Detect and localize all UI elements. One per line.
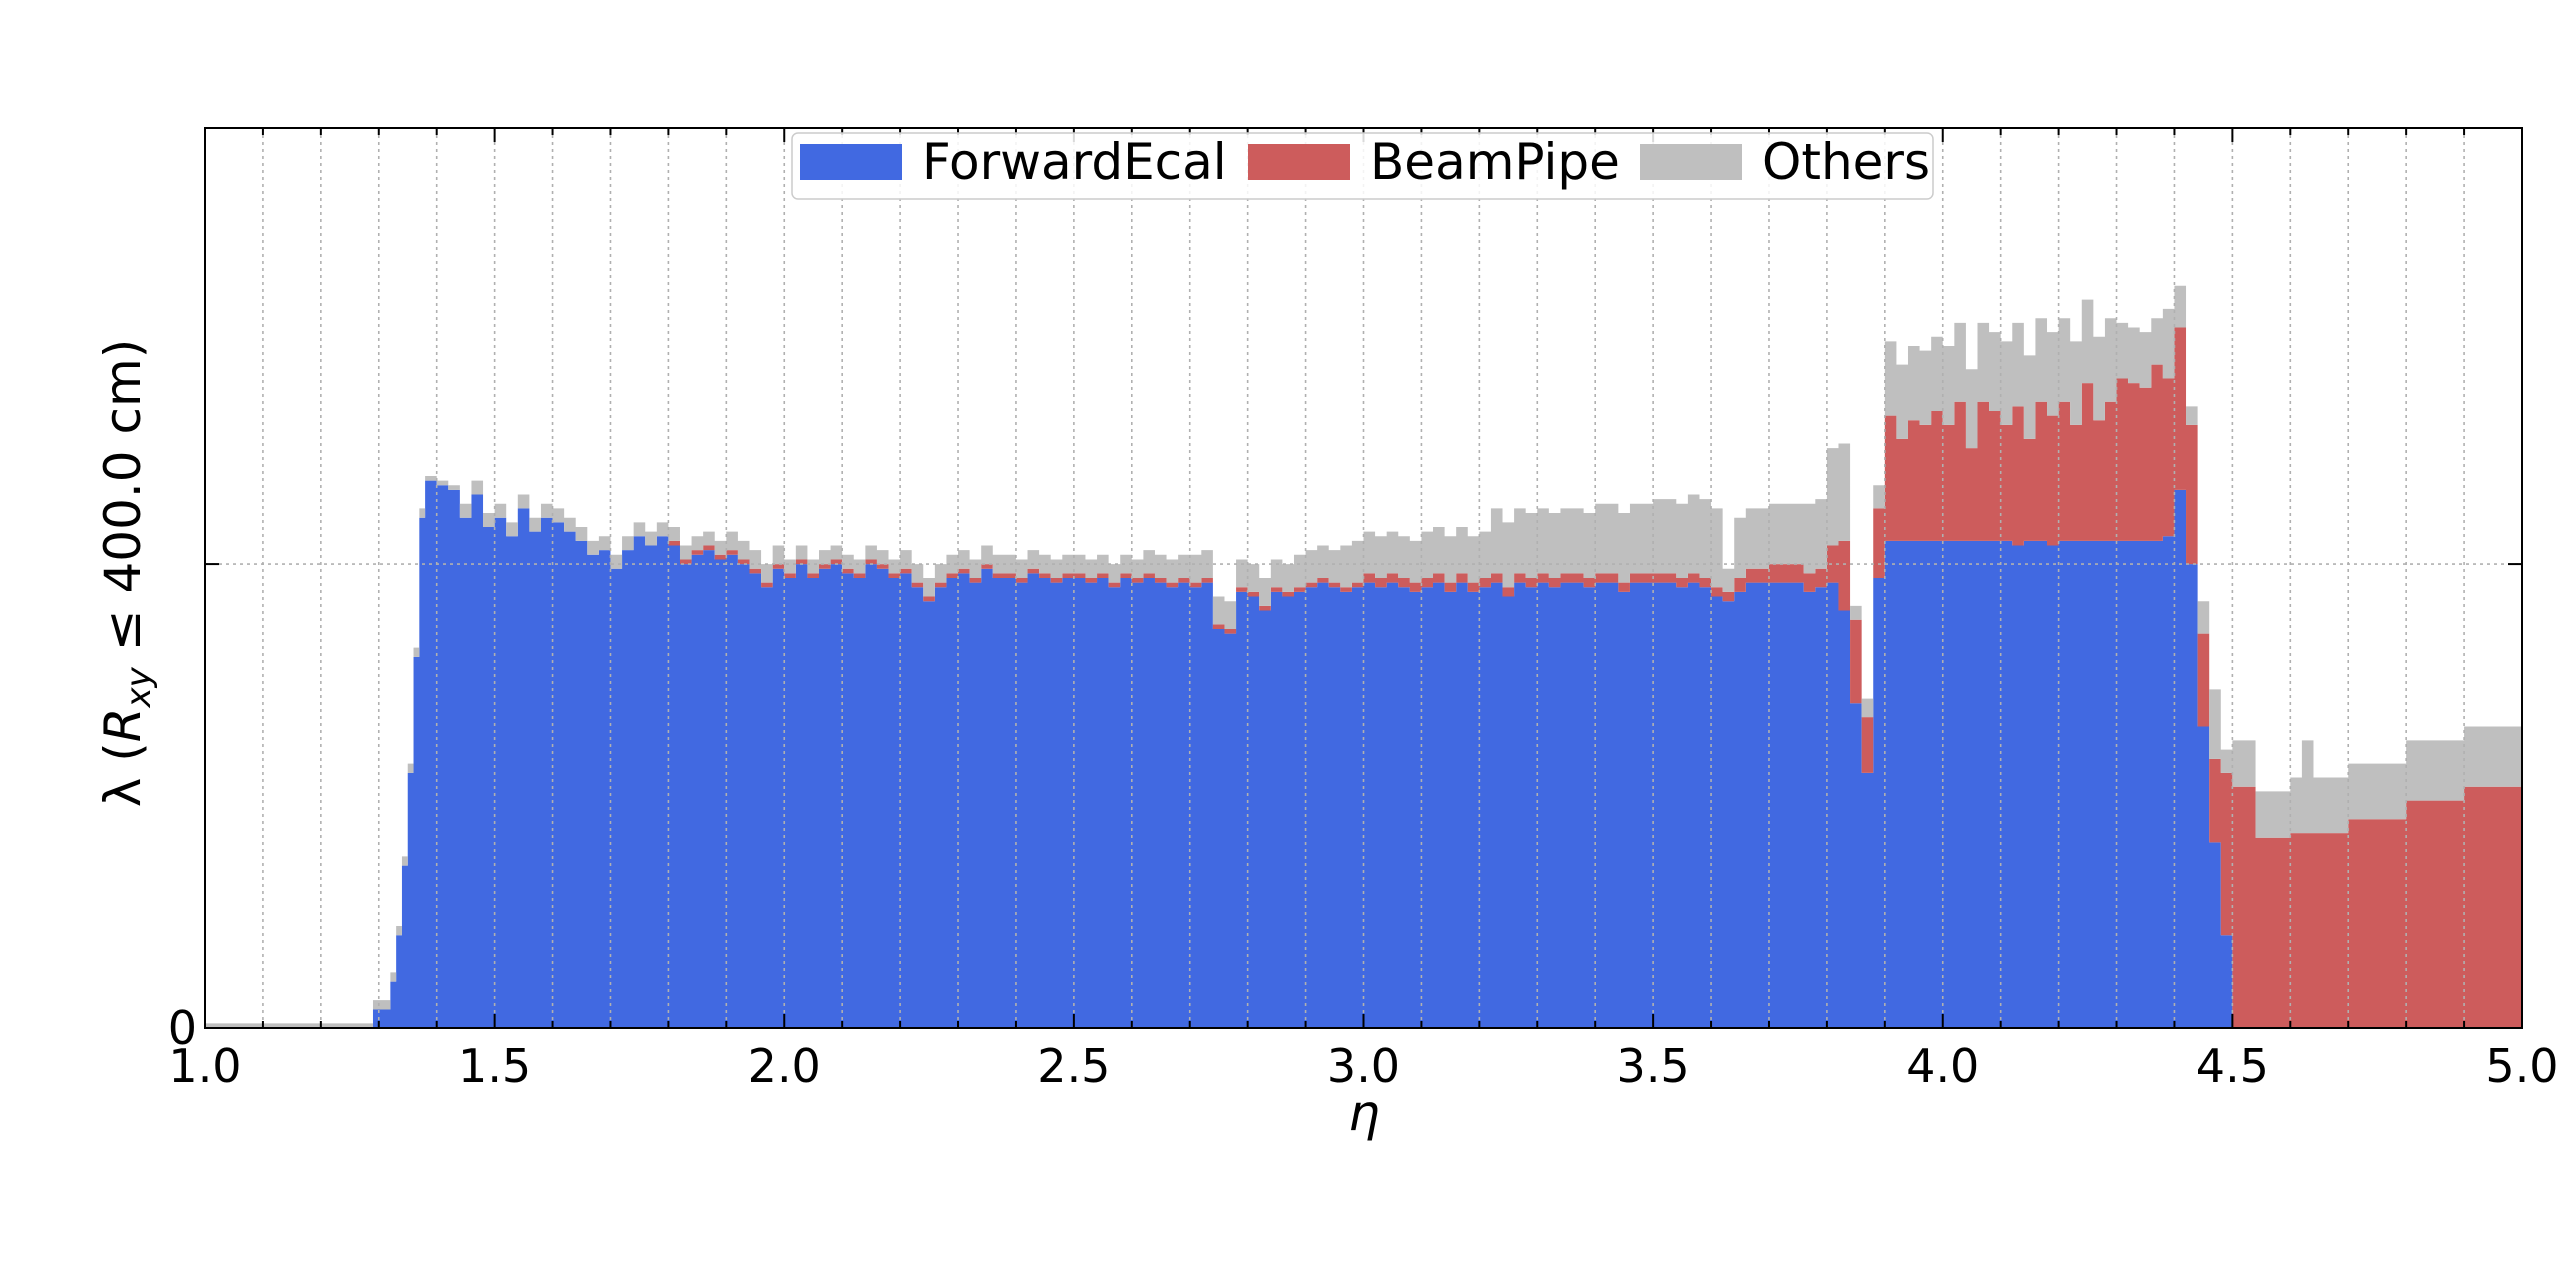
legend-label-others: Others [1762, 133, 1930, 191]
x-axis-label: η [1348, 1084, 1380, 1142]
x-tick-label: 2.0 [748, 1039, 821, 1093]
x-tick-label: 1.0 [168, 1039, 241, 1093]
legend-swatch-forwardecal [800, 144, 902, 180]
y-axis-label-r: R [94, 707, 152, 742]
x-tick-label: 2.5 [1037, 1039, 1110, 1093]
legend-label-beampipe: BeamPipe [1370, 133, 1620, 191]
x-tick-label: 3.0 [1327, 1039, 1400, 1093]
y-axis-label: λ (Rxy ≤ 400.0 cm) [94, 339, 159, 807]
y-axis-label-main: λ ( [94, 742, 152, 807]
x-tick-label: 1.5 [458, 1039, 531, 1093]
y-axis-label-tail: ≤ 400.0 cm) [94, 339, 152, 667]
x-tick-label: 3.5 [1617, 1039, 1690, 1093]
legend: ForwardEcal BeamPipe Others [791, 132, 1934, 200]
series-area-beampipe [205, 327, 2522, 1029]
y-axis-label-sub: xy [119, 666, 159, 708]
legend-swatch-beampipe [1248, 144, 1350, 180]
legend-label-forwardecal: ForwardEcal [922, 133, 1227, 191]
legend-swatch-others [1640, 144, 1742, 180]
x-tick-label: 5.0 [2485, 1039, 2558, 1093]
grid-lines-overlay [204, 128, 2523, 1028]
y-tick-label: 0 [168, 1001, 197, 1055]
x-tick-label: 4.5 [2196, 1039, 2269, 1093]
x-tick-label: 4.0 [1906, 1039, 1979, 1093]
axes: 1.0 1.5 2.0 2.5 3.0 3.5 4.0 4.5 5.0 0 [168, 127, 2559, 1093]
